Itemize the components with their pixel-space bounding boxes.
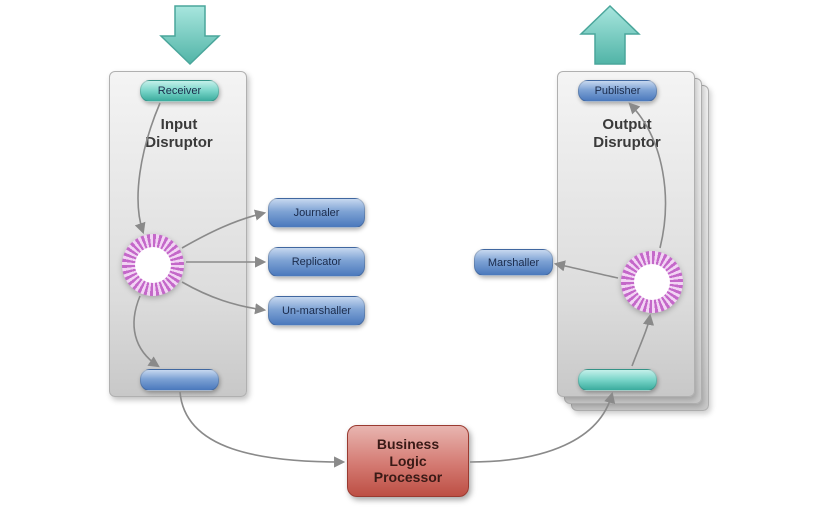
publisher-node: Publisher	[578, 80, 657, 102]
output-disruptor-title: Output Disruptor	[558, 116, 696, 152]
arrow-sink-to-blp	[180, 392, 343, 462]
marshaller-node: Marshaller	[474, 249, 553, 276]
input-sink-node	[140, 369, 219, 391]
publisher-label: Publisher	[595, 85, 641, 97]
output-disruptor-panel: Output Disruptor	[557, 71, 695, 397]
big-arrow-in-icon	[161, 6, 219, 64]
input-disruptor-title: Input Disruptor	[110, 116, 248, 152]
receiver-label: Receiver	[158, 85, 201, 97]
output-disruptor-panel-stack: Output Disruptor	[557, 71, 709, 411]
business-logic-processor-node: Business Logic Processor	[347, 425, 469, 497]
receiver-node: Receiver	[140, 80, 219, 102]
replicator-node: Replicator	[268, 247, 365, 277]
blp-label: Business Logic Processor	[374, 436, 442, 486]
output-ring-icon	[621, 251, 683, 313]
unmarshaller-node: Un-marshaller	[268, 296, 365, 326]
journaler-node: Journaler	[268, 198, 365, 228]
input-disruptor-panel: Input Disruptor	[109, 71, 247, 397]
unmarshaller-label: Un-marshaller	[282, 305, 351, 317]
output-source-node	[578, 369, 657, 391]
input-ring-icon	[122, 234, 184, 296]
big-arrow-out-icon	[581, 6, 639, 64]
marshaller-label: Marshaller	[488, 257, 539, 269]
replicator-label: Replicator	[292, 256, 342, 268]
journaler-label: Journaler	[294, 207, 340, 219]
